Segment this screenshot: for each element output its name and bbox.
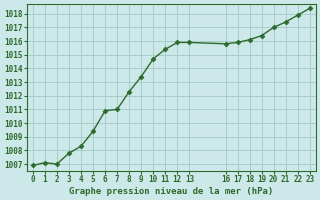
X-axis label: Graphe pression niveau de la mer (hPa): Graphe pression niveau de la mer (hPa) [69, 187, 274, 196]
